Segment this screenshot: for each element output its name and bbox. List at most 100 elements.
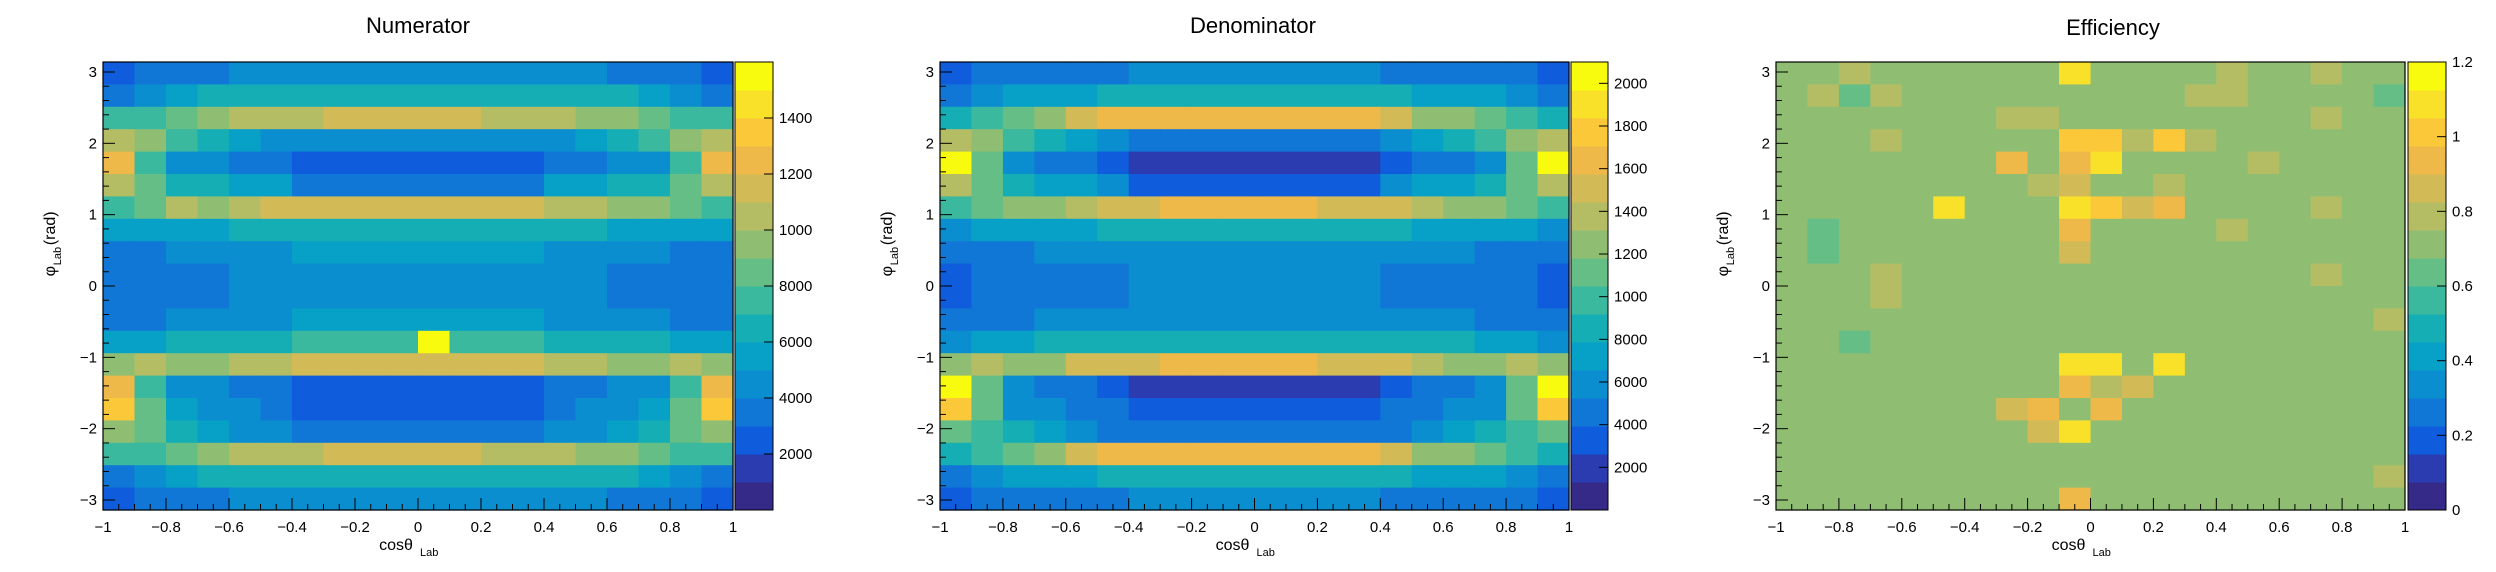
x-tick-label: 0: [1250, 519, 1258, 536]
heatmap-cell: [638, 129, 671, 153]
heatmap-cell: [1191, 487, 1224, 511]
heatmap-cell: [575, 353, 608, 377]
heatmap-cell: [940, 196, 973, 220]
heatmap-cell: [607, 398, 640, 421]
heatmap-cell: [418, 196, 451, 220]
heatmap-cell: [1128, 353, 1161, 377]
heatmap-cell: [1964, 263, 1997, 287]
heatmap-cell: [1285, 286, 1318, 309]
colorbar-tick-label: 8000: [779, 278, 812, 295]
heatmap-cell: [2121, 465, 2154, 489]
heatmap-cell: [2216, 286, 2249, 309]
heatmap-cell: [1776, 174, 1809, 197]
heatmap-cell: [1901, 308, 1934, 332]
heatmap-cell: [418, 106, 451, 130]
heatmap-cell: [1506, 174, 1539, 197]
heatmap-cell: [1838, 308, 1871, 332]
heatmap-cell: [260, 241, 293, 265]
heatmap-cell: [701, 442, 734, 466]
y-tick-label: −2: [917, 421, 934, 438]
heatmap-cell: [1964, 487, 1997, 511]
heatmap-cell: [670, 241, 703, 265]
heatmap-cell: [2121, 353, 2154, 377]
heatmap-cell: [1901, 151, 1934, 175]
heatmap-cell: [449, 263, 482, 287]
heatmap-cell: [2090, 129, 2123, 153]
heatmap-cell: [1996, 330, 2029, 354]
heatmap-cell: [2247, 353, 2280, 377]
heatmap-cell: [134, 129, 167, 153]
heatmap-cell: [1348, 196, 1381, 220]
heatmap-cell: [292, 174, 325, 197]
heatmap-cell: [1506, 241, 1539, 265]
heatmap-cell: [260, 286, 293, 309]
heatmap-cell: [2216, 308, 2249, 332]
y-tick-label: −2: [1753, 421, 1770, 438]
heatmap-cell: [544, 442, 577, 466]
x-tick-label: 0.6: [2269, 519, 2290, 536]
heatmap-cell: [2027, 330, 2060, 354]
heatmap-cell: [2373, 330, 2406, 354]
heatmap-cell: [1901, 353, 1934, 377]
heatmap-cell: [971, 286, 1004, 309]
heatmap-cell: [1380, 420, 1413, 444]
heatmap-cell: [1191, 442, 1224, 466]
heatmap-cell: [166, 106, 199, 130]
heatmap-cell: [386, 241, 419, 265]
heatmap-cell: [1034, 129, 1067, 153]
heatmap-cell: [1411, 129, 1444, 153]
heatmap-cell: [2184, 218, 2217, 242]
colorbar-segment: [735, 62, 773, 91]
heatmap-cell: [355, 196, 388, 220]
heatmap-cell: [1034, 263, 1067, 287]
numerator-panel: Numerator −1 −0.8 −0.6 −0.4 −0.2 0 0.2 0.4 0.6 0.…: [42, 13, 812, 559]
heatmap-cell: [1776, 398, 1809, 421]
heatmap-cell: [2027, 442, 2060, 466]
heatmap-cell: [1097, 353, 1130, 377]
heatmap-cell: [1380, 174, 1413, 197]
heatmap-cell: [575, 106, 608, 130]
efficiency-panel: Efficiency −1 −0.8 −0.6 −0.4 −0.2 0 0.2 0.4 0.6 0…: [1715, 15, 2473, 559]
heatmap-cell: [386, 465, 419, 489]
y-tick-label: 1: [1762, 207, 1770, 224]
heatmap-cell: [1285, 487, 1318, 511]
heatmap-cell: [1160, 84, 1193, 108]
heatmap-cell: [2216, 196, 2249, 220]
colorbar-tick-label: 1000: [779, 222, 812, 239]
heatmap-cell: [638, 353, 671, 377]
heatmap-cell: [1933, 353, 1966, 377]
heatmap-cell: [1807, 151, 1840, 175]
heatmap-cell: [1807, 330, 1840, 354]
y-axis-symbol: φ: [879, 266, 896, 276]
heatmap-cell: [2279, 129, 2312, 153]
heatmap-cell: [607, 62, 640, 85]
heatmap-cell: [166, 420, 199, 444]
heatmap-cell: [1411, 241, 1444, 265]
heatmap-cell: [1411, 465, 1444, 489]
heatmap-cell: [260, 62, 293, 85]
heatmap-cell: [1097, 129, 1130, 153]
heatmap-cell: [2247, 196, 2280, 220]
heatmap-cell: [1380, 398, 1413, 421]
heatmap-cell: [2090, 375, 2123, 399]
heatmap-cell: [481, 465, 514, 489]
heatmap-cell: [971, 263, 1004, 287]
colorbar-segment: [735, 482, 773, 511]
heatmap-cell: [418, 442, 451, 466]
heatmap-cell: [701, 465, 734, 489]
heatmap-cell: [1506, 286, 1539, 309]
heatmap-cell: [481, 62, 514, 85]
heatmap-cell: [1097, 84, 1130, 108]
heatmap-cell: [292, 62, 325, 85]
heatmap-cell: [1002, 330, 1035, 354]
heatmap-cell: [971, 398, 1004, 421]
heatmap-cell: [355, 286, 388, 309]
y-tick-label: −3: [80, 492, 97, 509]
heatmap-cell: [1034, 151, 1067, 175]
heatmap-cell: [1964, 286, 1997, 309]
heatmap-cell: [418, 398, 451, 421]
heatmap-cell: [1160, 174, 1193, 197]
heatmap-cell: [1838, 129, 1871, 153]
colorbar-segment: [735, 454, 773, 483]
heatmap-cell: [2059, 174, 2092, 197]
